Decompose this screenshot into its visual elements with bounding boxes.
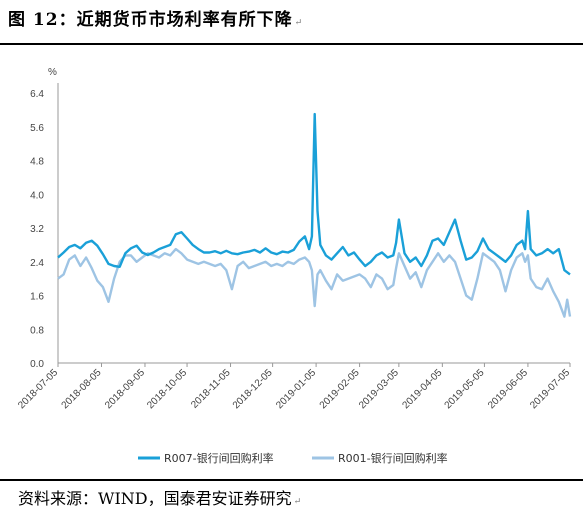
series-line-r001 [57,247,572,318]
rate-line-chart: % 0.0 0.8 1.6 2.4 3.2 4.0 4.8 5.6 6.4 2018-07-05… [16,67,572,465]
x-tick-label: 2018-11-05 [189,367,233,411]
x-tick-label: 2019-05-05 [443,367,487,411]
bottom-divider [0,479,583,481]
figure-title-text: 图 12：近期货币市场利率有所下降 [8,10,293,30]
x-tick-label: 2018-10-05 [145,367,189,411]
y-tick-label: 6.4 [30,89,44,100]
return-mark-icon: ↵ [294,18,304,28]
y-tick-label: 4.8 [30,157,44,168]
y-axis-unit-label: % [48,67,57,78]
x-axis: 2018-07-05 2018-08-05 2018-09-052018-10-05… [16,362,572,411]
y-tick-label: 0.8 [30,325,44,336]
x-tick-label: 2018-07-05 [16,367,60,411]
y-tick-label: 3.2 [30,224,44,235]
source-note: 资料来源：WIND，国泰君安证券研究 ↵ [18,485,301,509]
x-tick-label: 2018-12-05 [231,367,275,411]
series-line-r007 [57,112,571,276]
chart-legend: R007-银行间回购利率 R001-银行间回购利率 [138,451,448,465]
x-tick-label: 2019-02-05 [318,367,362,411]
y-tick-label: 0.0 [30,359,44,370]
legend-label: R007-银行间回购利率 [164,451,274,465]
y-tick-label: 2.4 [30,258,44,269]
source-return-mark-icon: ↵ [293,497,302,507]
figure-title: 图 12：近期货币市场利率有所下降 ↵ [8,5,303,30]
x-tick-label: 2019-06-05 [486,367,530,411]
y-tick-label: 1.6 [30,292,44,303]
x-tick-label: 2018-09-05 [103,367,147,411]
x-tick-label: 2019-07-05 [528,367,572,411]
series-layer [57,112,572,318]
source-text: 资料来源：WIND，国泰君安证券研究 [18,489,292,508]
legend-label: R001-银行间回购利率 [338,451,448,465]
y-tick-label: 5.6 [30,123,44,134]
x-tick-label: 2019-01-05 [274,367,318,411]
y-tick-label: 4.0 [30,190,44,201]
top-divider [0,43,583,45]
y-axis: 0.0 0.8 1.6 2.4 3.2 4.0 4.8 5.6 6.4 [30,83,59,370]
x-tick-label: 2019-04-05 [401,367,445,411]
x-tick-label: 2018-08-05 [60,367,104,411]
x-tick-label: 2019-03-05 [357,367,401,411]
